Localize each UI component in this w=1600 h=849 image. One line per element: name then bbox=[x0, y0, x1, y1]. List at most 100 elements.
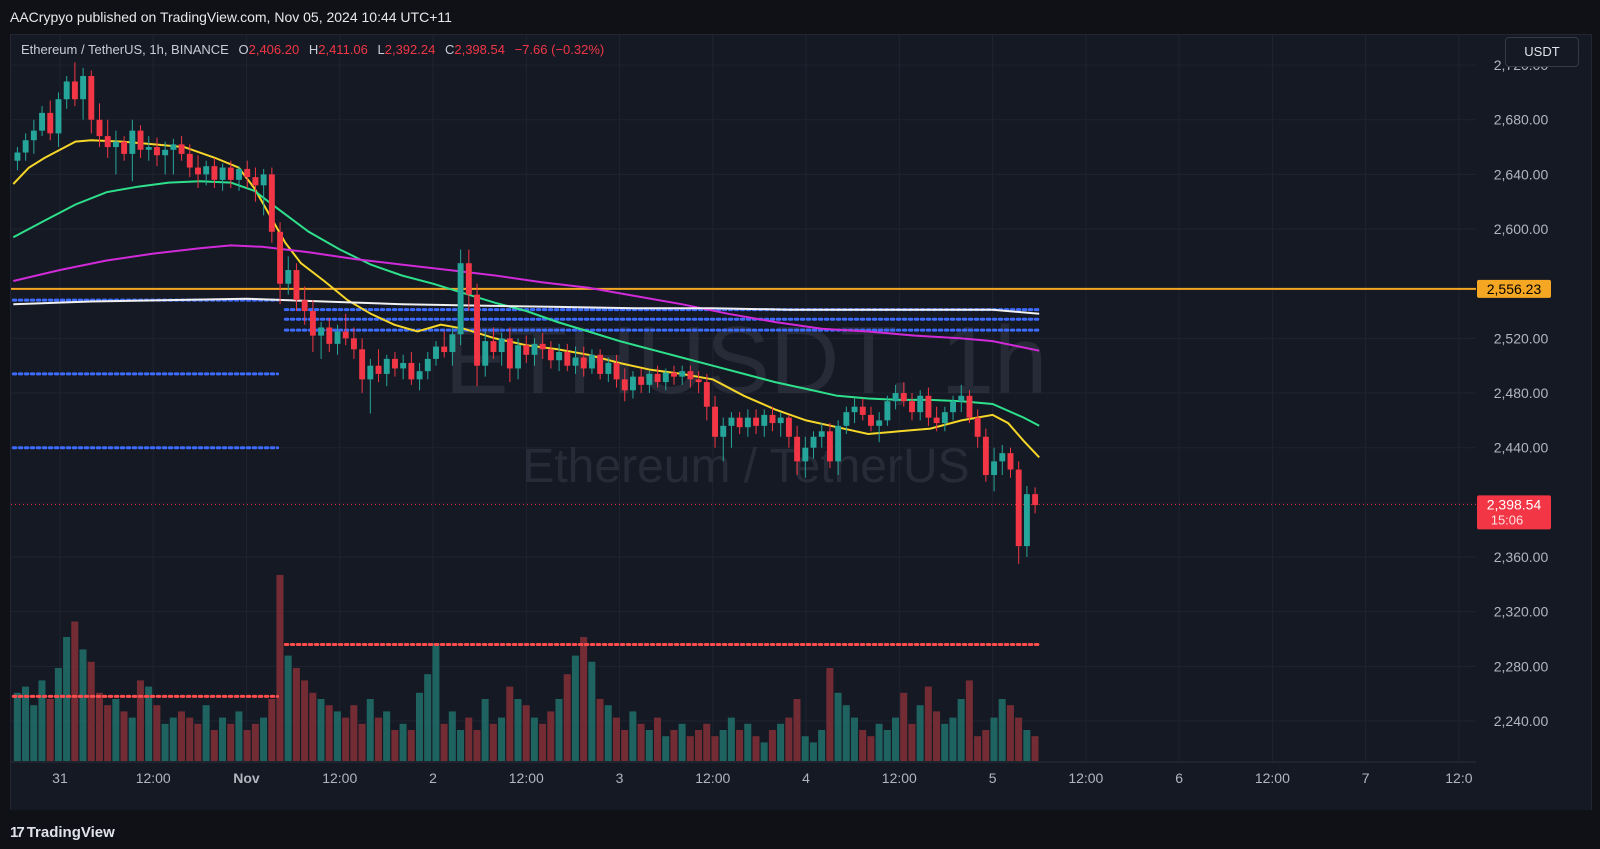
price-tick-label: 2,680.00 bbox=[1494, 112, 1549, 128]
time-tick-label: 5 bbox=[989, 770, 997, 786]
candle-body bbox=[39, 112, 46, 131]
price-tick-label: 2,440.00 bbox=[1494, 440, 1549, 456]
volume-bar bbox=[391, 730, 399, 761]
volume-bar bbox=[965, 680, 973, 761]
ema-line-ema_fast bbox=[12, 139, 1040, 458]
volume-bar bbox=[136, 680, 144, 761]
candle-body bbox=[383, 358, 390, 374]
time-tick-label: 6 bbox=[1175, 770, 1183, 786]
candle-body bbox=[982, 436, 989, 476]
candle-body bbox=[408, 362, 415, 380]
candle-body bbox=[227, 167, 234, 180]
candle-body bbox=[474, 294, 480, 366]
time-tick-label: 4 bbox=[802, 770, 810, 786]
volume-bar bbox=[292, 668, 300, 761]
candle-body bbox=[547, 349, 554, 361]
price-chart[interactable]: ETHUSDT, 1h Ethereum / TetherUS 2,720.00… bbox=[11, 22, 1591, 811]
candle-body bbox=[1023, 494, 1030, 547]
candle-body bbox=[580, 357, 587, 369]
candle-body bbox=[662, 372, 669, 383]
volume-bar bbox=[867, 736, 875, 761]
watermark-name: Ethereum / TetherUS bbox=[522, 440, 969, 493]
close-value: 2,398.54 bbox=[454, 42, 505, 57]
volume-bar bbox=[563, 674, 571, 761]
candle-body bbox=[309, 311, 316, 336]
time-tick-label: Nov bbox=[233, 770, 260, 786]
candle-body bbox=[769, 414, 776, 424]
candle-body bbox=[597, 354, 604, 374]
candle-body bbox=[318, 327, 325, 336]
candle-body bbox=[80, 75, 87, 100]
volume-bar bbox=[481, 699, 489, 761]
candle-body bbox=[506, 338, 513, 369]
volume-bar bbox=[695, 730, 703, 761]
candle-body bbox=[498, 338, 505, 353]
volume-bar bbox=[227, 723, 235, 761]
volume-bar bbox=[637, 723, 645, 761]
candle-body bbox=[260, 174, 267, 186]
chart-area[interactable]: ETHUSDT, 1h Ethereum / TetherUS 2,720.00… bbox=[10, 22, 1592, 812]
volume-bar bbox=[374, 717, 382, 761]
time-tick-label: 7 bbox=[1362, 770, 1370, 786]
volume-bar bbox=[120, 711, 128, 761]
candle-body bbox=[728, 417, 735, 426]
candle-body bbox=[638, 376, 645, 385]
candle-body bbox=[572, 357, 579, 366]
volume-bar bbox=[284, 655, 292, 761]
candle-body bbox=[851, 406, 858, 413]
candle-body bbox=[966, 395, 973, 418]
volume-bar bbox=[186, 717, 194, 761]
candle-body bbox=[630, 376, 636, 391]
ema-line-ema_mid bbox=[12, 180, 1040, 427]
candle-body bbox=[794, 436, 801, 462]
candle-body bbox=[219, 167, 226, 180]
price-tick-label: 2,520.00 bbox=[1494, 330, 1549, 346]
volume-bar bbox=[908, 723, 916, 761]
top-bar: AACrypyo published on TradingView.com, N… bbox=[0, 0, 1600, 34]
volume-bar bbox=[768, 730, 776, 761]
candle-body bbox=[588, 354, 595, 369]
candle-body bbox=[457, 263, 464, 335]
open-label: O bbox=[238, 42, 249, 57]
ema-line-ema_slow bbox=[13, 244, 1040, 352]
candle-body bbox=[826, 431, 833, 462]
volume-bar bbox=[366, 699, 374, 761]
volume-bar bbox=[210, 730, 218, 761]
volume-bar bbox=[243, 730, 251, 761]
candle-body bbox=[14, 152, 21, 161]
candle-body bbox=[720, 425, 727, 437]
candle-body bbox=[564, 352, 571, 366]
volume-bar bbox=[407, 730, 415, 761]
volume-bar bbox=[1023, 730, 1031, 761]
volume-bar bbox=[95, 692, 103, 761]
candle-body bbox=[334, 331, 341, 344]
volume-bar bbox=[153, 705, 161, 761]
volume-bar bbox=[268, 699, 276, 761]
volume-bar bbox=[949, 717, 957, 761]
volume-bar bbox=[473, 730, 481, 761]
ma-line-ma_white bbox=[13, 297, 1040, 315]
volume-bar bbox=[1015, 717, 1023, 761]
candle-body bbox=[268, 174, 275, 232]
volume-bar bbox=[547, 711, 555, 761]
candle-body bbox=[523, 345, 530, 355]
price-tick-label: 2,320.00 bbox=[1494, 604, 1549, 620]
volume-bars bbox=[13, 575, 1039, 761]
volume-bar bbox=[875, 723, 883, 761]
tradingview-logo-icon: 17 bbox=[10, 824, 25, 841]
currency-button[interactable]: USDT bbox=[1505, 37, 1579, 67]
volume-bar bbox=[711, 736, 719, 761]
volume-bar bbox=[793, 699, 801, 761]
candle-body bbox=[137, 130, 144, 150]
candle-body bbox=[991, 461, 998, 476]
low-label: L bbox=[377, 42, 385, 57]
candle-body bbox=[531, 343, 538, 355]
tradingview-logo[interactable]: 17 TradingView bbox=[10, 824, 115, 841]
price-tick-label: 2,480.00 bbox=[1494, 385, 1549, 401]
candle-body bbox=[400, 362, 407, 369]
candle-body bbox=[818, 431, 825, 437]
candle-body bbox=[1007, 453, 1014, 470]
candle-body bbox=[605, 362, 612, 374]
candle-body bbox=[88, 75, 95, 120]
candle-body bbox=[326, 327, 333, 344]
